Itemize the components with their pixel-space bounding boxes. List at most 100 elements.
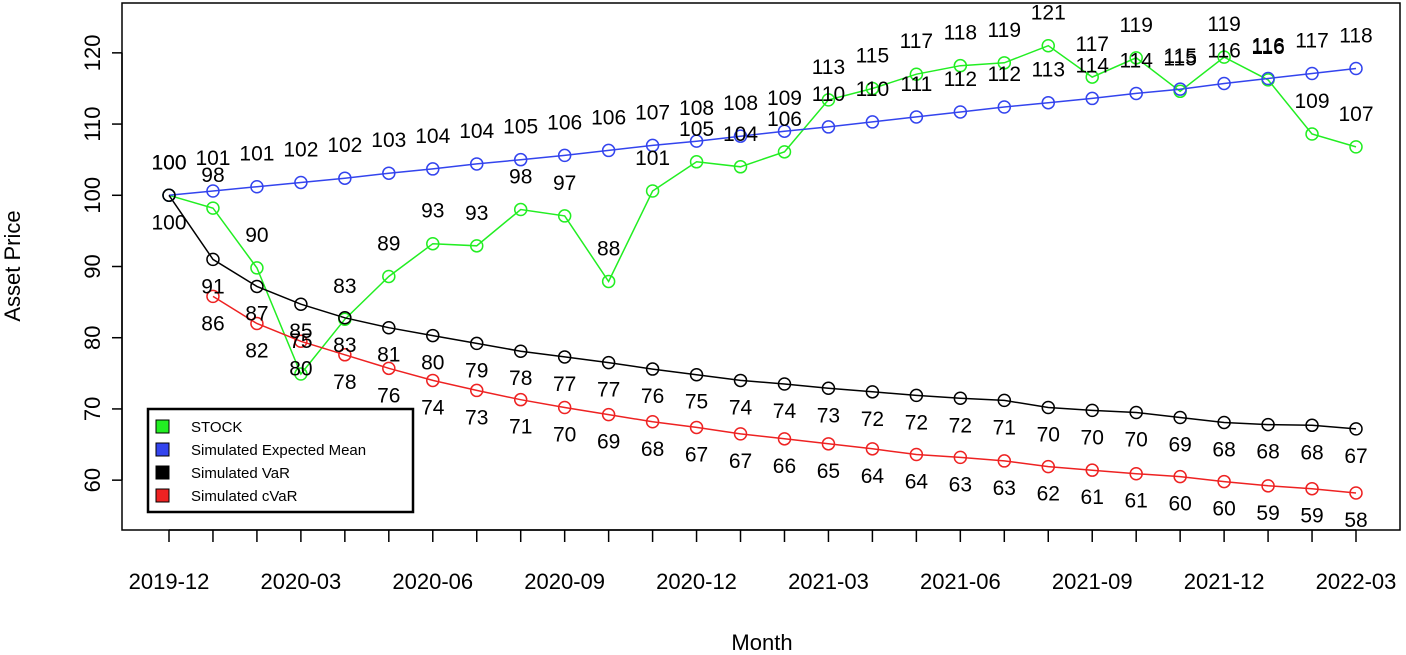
simulated-cvar-data-label: 69 <box>597 431 620 454</box>
simulated-var-data-label: 70 <box>1081 426 1104 449</box>
simulated-var-point <box>865 385 880 399</box>
simulated-expected-mean-point <box>1173 82 1187 96</box>
simulated-var-point <box>953 391 968 405</box>
simulated-cvar-point <box>1261 479 1275 493</box>
stock-data-label: 115 <box>1163 47 1196 70</box>
simulated-cvar-data-label: 78 <box>333 371 356 394</box>
simulated-expected-mean-point <box>469 157 484 171</box>
stock-point <box>601 274 616 289</box>
stock-data-label: 118 <box>944 22 977 45</box>
simulated-cvar-data-label: 67 <box>685 443 708 466</box>
stock-data-label: 97 <box>553 172 576 195</box>
stock-point <box>1217 50 1231 64</box>
simulated-var-data-label: 87 <box>245 302 268 325</box>
y-tick-label: 70 <box>80 397 105 421</box>
stock-data-label: 117 <box>1075 33 1108 56</box>
simulated-var-point <box>1305 418 1319 433</box>
simulated-cvar-data-label: 66 <box>773 455 796 478</box>
stock-point <box>909 67 924 81</box>
simulated-expected-mean-data-label: 100 <box>151 151 186 174</box>
stock-data-label: 100 <box>151 151 186 174</box>
stock-point <box>1041 38 1056 53</box>
simulated-expected-mean-data-label: 110 <box>812 83 845 106</box>
simulated-var-point <box>689 367 704 382</box>
x-tick-label: 2022-03 <box>1316 569 1397 594</box>
x-tick-label: 2019-12 <box>129 569 210 594</box>
stock-point <box>865 81 880 96</box>
simulated-var-point <box>250 279 264 294</box>
simulated-cvar-point <box>250 316 264 331</box>
stock-point <box>1129 51 1143 65</box>
simulated-var-data-label: 74 <box>729 396 753 419</box>
simulated-var-point <box>733 373 748 388</box>
simulated-cvar-data-label: 67 <box>729 450 752 473</box>
simulated-expected-mean-data-label: 116 <box>1251 34 1284 57</box>
simulated-expected-mean-point <box>909 110 924 124</box>
simulated-expected-mean-point <box>382 166 396 180</box>
simulated-cvar-point <box>1085 463 1099 477</box>
simulated-cvar-point <box>1217 474 1231 489</box>
stock-point <box>953 58 968 73</box>
simulated-var-point <box>645 362 660 376</box>
simulated-expected-mean-data-label: 116 <box>1207 39 1240 62</box>
simulated-cvar-point <box>689 420 704 435</box>
stock-data-label: 109 <box>1295 90 1330 113</box>
simulated-var-data-label: 83 <box>333 334 356 357</box>
stock-data-label: 88 <box>597 237 620 260</box>
stock-point <box>1085 70 1099 84</box>
simulated-cvar-data-label: 59 <box>1256 502 1279 525</box>
stock-data-label: 106 <box>767 108 802 131</box>
simulated-cvar-point <box>1305 481 1319 496</box>
stock-data-label: 113 <box>812 56 845 79</box>
stock-point <box>1305 127 1319 141</box>
simulated-cvar-point <box>294 334 308 349</box>
simulated-expected-mean-point <box>1129 86 1143 101</box>
stock-data-label: 116 <box>1251 36 1284 59</box>
simulated-var-point <box>1261 417 1275 432</box>
stock-point <box>821 93 836 107</box>
simulated-var-data-label: 91 <box>201 275 224 298</box>
simulated-expected-mean-data-label: 108 <box>679 97 714 120</box>
stock-point <box>689 155 704 169</box>
legend-box <box>146 407 415 514</box>
simulated-var-legend-swatch <box>155 465 170 480</box>
stock-data-label: 90 <box>245 224 268 247</box>
x-tick-label: 2020-06 <box>392 569 473 594</box>
simulated-expected-mean-data-label: 118 <box>1339 25 1372 48</box>
stock-legend-swatch <box>155 419 170 434</box>
stock-data-label: 119 <box>1119 14 1152 37</box>
x-tick-label: 2021-12 <box>1184 569 1265 594</box>
simulated-expected-mean-point <box>601 143 616 158</box>
simulated-cvar-point <box>557 400 572 415</box>
stock-point <box>513 202 528 217</box>
simulated-cvar-data-label: 63 <box>993 477 1016 500</box>
stock-point <box>469 239 484 253</box>
stock-data-label: 105 <box>679 118 714 141</box>
simulated-expected-mean-data-label: 108 <box>723 92 758 115</box>
simulated-expected-mean-legend-swatch <box>155 442 170 457</box>
simulated-var-data-label: 71 <box>993 416 1016 439</box>
simulated-expected-mean-data-label: 102 <box>327 134 362 157</box>
simulated-expected-mean-data-label: 112 <box>944 68 977 91</box>
simulated-cvar-data-label: 60 <box>1212 498 1235 521</box>
simulated-cvar-point <box>865 442 880 456</box>
simulated-expected-mean-data-label: 107 <box>635 101 670 124</box>
simulated-var-point <box>601 355 616 370</box>
simulated-var-point <box>294 297 308 311</box>
simulated-var-point <box>469 336 484 351</box>
y-tick-label: 100 <box>80 177 105 214</box>
simulated-expected-mean-point <box>733 129 748 143</box>
simulated-var-point <box>382 320 396 335</box>
y-tick-label: 90 <box>80 254 105 278</box>
simulated-cvar-point <box>1129 466 1143 481</box>
simulated-cvar-point <box>997 454 1012 468</box>
series-lines <box>168 44 1357 494</box>
stock-data-label: 93 <box>421 200 444 223</box>
simulated-expected-mean-point <box>997 100 1012 114</box>
stock-point <box>1349 140 1363 154</box>
simulated-expected-mean-data-label: 106 <box>591 106 626 129</box>
simulated-var-data-label: 73 <box>817 404 840 427</box>
stock-data-label: 98 <box>201 164 224 187</box>
simulated-var-data-label: 67 <box>1344 445 1367 468</box>
stock-data-label: 119 <box>988 19 1021 42</box>
